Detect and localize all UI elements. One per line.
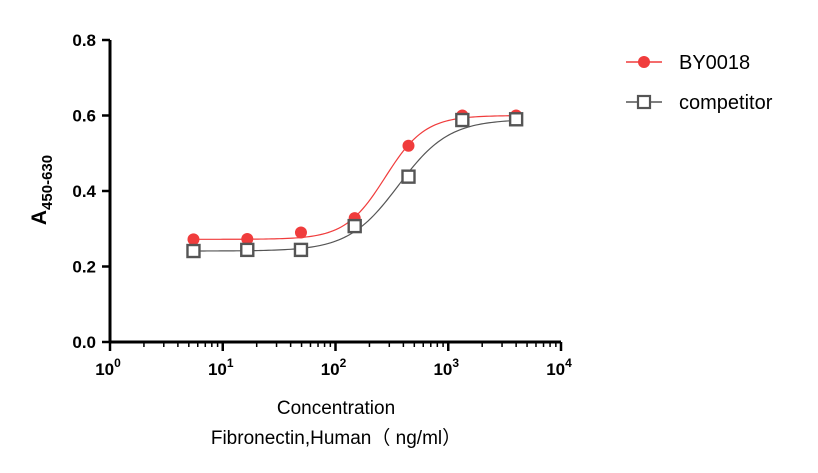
x-tick-label: 100	[95, 356, 121, 379]
x-tick-label: 103	[433, 356, 459, 379]
data-point-competitor	[293, 242, 309, 258]
x-tick-label: 101	[208, 356, 234, 379]
x-tick-exponent: 2	[340, 356, 347, 370]
x-axis-title-line1: Concentration	[277, 398, 395, 419]
x-tick-exponent: 0	[114, 356, 121, 370]
data-point-competitor	[508, 112, 524, 127]
legend: BY0018 competitor	[626, 52, 773, 114]
y-tick-label: 0.8	[72, 31, 96, 50]
axes	[108, 40, 561, 344]
data-point-by0018	[187, 233, 200, 246]
x-tick-base: 10	[321, 360, 340, 379]
x-tick-base: 10	[95, 360, 114, 379]
y-axis-title-subscript: 450-630	[39, 155, 56, 210]
x-tick-base: 10	[433, 360, 452, 379]
svg-text:A450-630: A450-630	[28, 155, 56, 225]
data-point-competitor	[401, 169, 416, 184]
data-point-competitor	[240, 242, 255, 258]
data-point-competitor	[455, 112, 470, 128]
data-point-by0018	[241, 232, 254, 245]
y-axis-title-main: A	[28, 210, 51, 225]
y-axis-title: A450-630	[28, 155, 56, 225]
data-point-by0018	[402, 139, 415, 152]
data-point-competitor	[186, 243, 201, 259]
y-tick-label: 0.2	[72, 258, 96, 277]
data-point-by0018	[294, 226, 307, 239]
data-points	[186, 109, 524, 259]
data-point-competitor	[347, 218, 362, 234]
legend-label-by0018: BY0018	[679, 52, 750, 74]
x-tick-exponent: 1	[227, 356, 234, 370]
x-tick-label: 104	[546, 356, 572, 379]
x-tick-exponent: 4	[565, 356, 572, 370]
x-tick-exponent: 3	[452, 356, 459, 370]
legend-marker-by0018	[638, 56, 650, 68]
x-tick-base: 10	[546, 360, 565, 379]
legend-label-competitor: competitor	[679, 92, 773, 114]
y-tick-label: 0.6	[72, 107, 96, 126]
x-tick-base: 10	[208, 360, 227, 379]
legend-item-by0018: BY0018	[626, 52, 750, 74]
y-tick-label: 0.0	[72, 333, 96, 352]
legend-item-competitor: competitor	[626, 92, 773, 114]
x-ticks: 100 101 102 103 104	[95, 342, 572, 379]
x-tick-label: 102	[321, 356, 347, 379]
y-tick-label: 0.4	[72, 182, 96, 201]
legend-marker-competitor	[636, 94, 652, 110]
x-axis-title-line2: Fibronectin,Human（ ng/ml）	[211, 427, 461, 449]
y-ticks: 0.0 0.2 0.4 0.6 0.8	[72, 31, 110, 352]
